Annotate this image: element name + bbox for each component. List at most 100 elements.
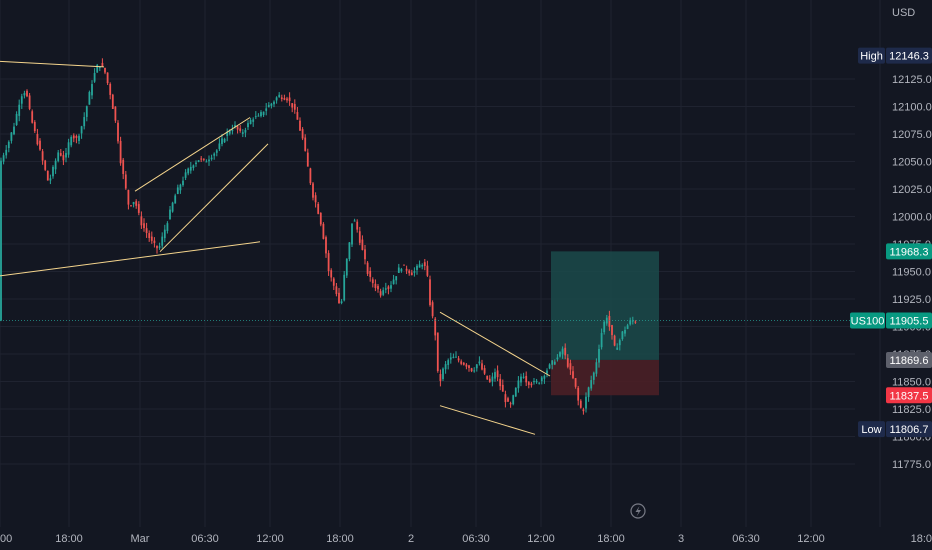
candle-body xyxy=(278,94,281,98)
candle-body xyxy=(462,362,465,365)
candle-body xyxy=(49,178,52,181)
trend-line[interactable] xyxy=(439,405,536,435)
candle-body xyxy=(377,285,379,290)
candle-body xyxy=(80,126,83,134)
trend-lines[interactable] xyxy=(0,60,551,435)
candle-body xyxy=(127,190,130,205)
candle-body xyxy=(10,132,13,141)
candle-body xyxy=(569,363,572,370)
candle-body xyxy=(598,348,600,363)
candle-body xyxy=(501,384,504,392)
candle-body xyxy=(475,364,478,369)
candle-body xyxy=(291,103,294,108)
candle-body xyxy=(161,236,164,246)
trend-line[interactable] xyxy=(0,60,105,68)
candle-body xyxy=(15,113,18,125)
candle-body xyxy=(241,132,244,134)
currency-label: USD xyxy=(892,7,915,19)
time-tick-label: 18:00 xyxy=(326,533,354,545)
candle-body xyxy=(13,126,15,135)
candle-body xyxy=(325,237,327,254)
candle-body xyxy=(345,258,348,276)
entry-badge xyxy=(886,351,932,368)
candle-body xyxy=(215,150,218,153)
low-value: 11806.7 xyxy=(890,424,929,436)
candle-body xyxy=(491,376,494,382)
candle-body xyxy=(439,374,442,381)
candle-body xyxy=(223,138,226,143)
candle-body xyxy=(556,357,559,360)
candle-body xyxy=(392,279,395,285)
candle-body xyxy=(98,66,101,69)
trend-line[interactable] xyxy=(0,241,261,277)
candle-body xyxy=(577,387,580,401)
candle-body xyxy=(343,274,346,301)
candle-body xyxy=(566,358,569,367)
candle-body xyxy=(176,187,179,194)
candle-body xyxy=(473,370,476,372)
candle-body xyxy=(265,108,268,111)
candle-body xyxy=(226,131,229,136)
candle-body xyxy=(247,123,249,128)
last-price-label-badge xyxy=(850,312,885,329)
trend-line[interactable] xyxy=(439,311,551,377)
candle-body xyxy=(192,165,195,168)
candle-body xyxy=(592,372,595,380)
candle-body xyxy=(624,329,626,334)
candle-body xyxy=(603,321,606,333)
candle-body xyxy=(455,356,457,358)
candle-body xyxy=(351,223,353,245)
candle-body xyxy=(408,270,411,274)
price-tick-label: 12075.0 xyxy=(892,129,932,141)
candle-body xyxy=(512,395,515,405)
candle-body xyxy=(163,229,166,239)
candle-body xyxy=(527,382,530,385)
lightning-icon[interactable] xyxy=(630,503,646,519)
candle-body xyxy=(340,301,343,304)
candle-body xyxy=(384,288,387,290)
trend-line[interactable] xyxy=(134,117,251,192)
candle-body xyxy=(62,155,65,161)
candle-body xyxy=(418,264,421,268)
price-tick-label: 12025.0 xyxy=(892,184,932,196)
candle-body xyxy=(202,158,205,160)
candle-body xyxy=(416,265,418,270)
candle-body xyxy=(608,316,611,327)
candle-body xyxy=(210,157,213,160)
candle-body xyxy=(478,361,481,364)
candle-body xyxy=(366,262,369,274)
price-tick-label: 12050.0 xyxy=(892,157,932,169)
candle-body xyxy=(470,368,473,372)
candle-body xyxy=(228,131,231,134)
entry-value: 11869.6 xyxy=(890,355,929,367)
candle-body xyxy=(436,332,439,372)
candle-body xyxy=(486,375,489,380)
candle-body xyxy=(312,183,314,198)
time-tick-label: 06:30 xyxy=(462,533,490,545)
target-zone[interactable] xyxy=(551,251,659,360)
candle-body xyxy=(182,180,184,186)
candle-body xyxy=(364,249,366,260)
price-tick-label: 11925.0 xyxy=(892,294,931,306)
candle-body xyxy=(405,268,408,271)
candle-body xyxy=(400,268,403,272)
candle-body xyxy=(301,129,304,139)
candle-body xyxy=(57,152,60,161)
candle-body xyxy=(33,122,36,132)
candle-body xyxy=(23,93,26,96)
trend-line[interactable] xyxy=(159,143,269,253)
stop-zone[interactable] xyxy=(551,359,659,396)
candle-body xyxy=(104,67,106,73)
candle-body xyxy=(208,159,210,162)
last-price-value: 11905.5 xyxy=(890,315,929,327)
long-position-tool[interactable] xyxy=(551,251,659,396)
candle-body xyxy=(457,358,460,361)
candle-body xyxy=(145,228,148,234)
candle-body xyxy=(52,166,54,177)
candles xyxy=(0,58,637,415)
candle-body xyxy=(496,370,499,378)
time-axis[interactable]: 00 18:00 Mar 06:30 12:00 18:00 2 06:30 12:00 18:0… xyxy=(0,533,932,545)
candle-body xyxy=(148,233,151,239)
candle-body xyxy=(413,271,416,273)
